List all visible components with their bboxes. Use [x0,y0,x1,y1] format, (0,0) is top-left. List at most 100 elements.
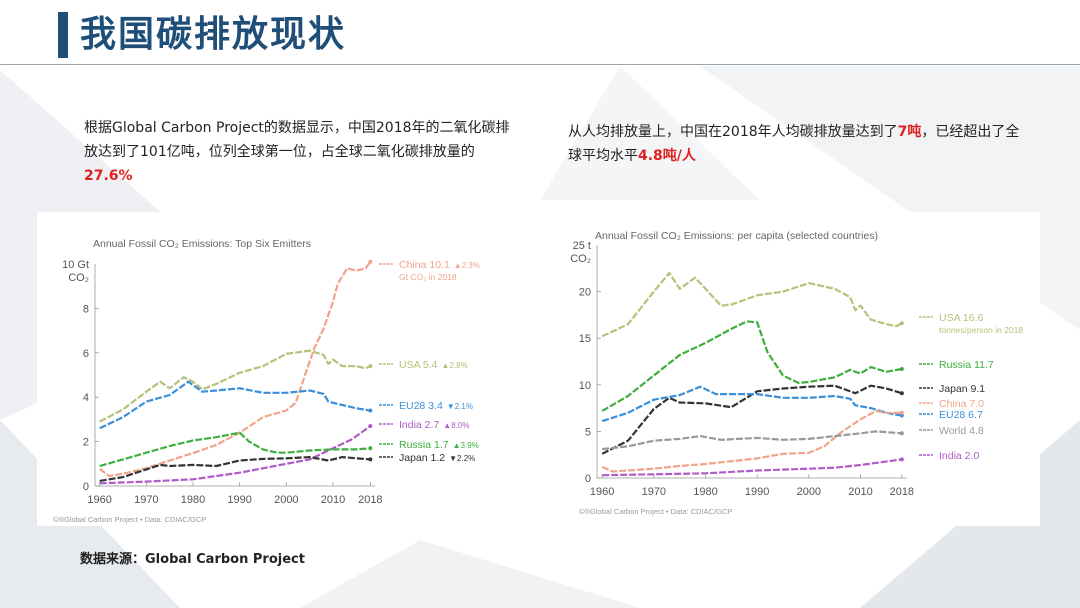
x-tick-label: 1970 [642,486,666,498]
series-label-change: ▲8.0% [443,421,469,430]
y-axis-unit: CO₂ [570,253,591,265]
series-label-eu28: EU28 6.7 [939,409,983,421]
series-line-eu28 [601,385,902,423]
series-label-name: EU28 3.4 [399,400,443,412]
y-axis-top-label: 25 t [573,240,591,252]
series-line-usa [601,271,903,338]
series-line-world [602,430,902,451]
series-label-name: EU28 6.7 [939,409,983,421]
series-endpoint-india [899,457,904,462]
x-tick-label: 1990 [227,494,251,506]
x-tick-label: 2018 [358,494,382,506]
x-tick-label: 1960 [590,486,614,498]
right-description-mid: ，已经超出了全球平均水平 [568,124,1020,164]
x-tick-label: 2018 [890,486,914,498]
series-line-russia [99,431,371,468]
title-accent-bar [58,12,68,58]
chart-credits: ©®Global Carbon Project • Data: CDIAC/GC… [579,507,732,516]
y-tick-label: 6 [83,348,89,360]
series-endpoint-india [368,424,373,429]
series-label-change: ▲2.3% [454,261,480,270]
x-tick-label: 1980 [693,486,717,498]
x-tick-label: 1970 [134,494,158,506]
chart-title: Annual Fossil CO₂ Emissions: Top Six Emi… [93,238,311,250]
series-label-note: Gt CO₂ in 2018 [399,272,457,282]
right-highlight-2: 4.8吨/人 [638,148,696,164]
y-tick-label: 8 [83,303,89,315]
series-endpoint-japan [368,457,373,462]
series-label-eu28: EU28 3.4 ▼2.1% [399,400,473,412]
x-tick-label: 2010 [321,494,345,506]
y-tick-label: 4 [83,392,89,404]
series-label-name: Russia 1.7 [399,439,449,451]
series-line-india [602,458,902,477]
series-label-china: China 10.1 ▲2.3% [399,259,480,271]
series-label-change: ▲2.8% [442,361,468,370]
y-tick-label: 15 [579,333,591,345]
series-label-change: ▼2.2% [449,454,475,463]
series-label-change: ▼2.1% [447,402,473,411]
series-endpoint-china [368,259,373,264]
chart-total-emissions: Annual Fossil CO₂ Emissions: Top Six Emi… [53,238,480,524]
x-tick-label: 2010 [848,486,872,498]
x-tick-label: 2000 [274,494,298,506]
y-tick-label: 5 [585,426,591,438]
series-label-russia: Russia 1.7 ▲3.9% [399,439,479,451]
series-label-name: USA 16.6 [939,312,984,324]
series-label-name: China 10.1 [399,259,450,271]
data-source-label: 数据来源： [80,552,146,567]
series-line-china [601,409,902,473]
series-label-name: India 2.0 [939,450,979,462]
series-label-change: ▲3.9% [453,441,479,450]
chart-panel-total-emissions: Annual Fossil CO₂ Emissions: Top Six Emi… [37,212,522,526]
title-divider [0,64,1080,65]
series-label-india: India 2.0 [939,450,979,462]
right-description-text: 从人均排放量上，中国在2018年人均碳排放量达到了 [568,124,898,140]
x-tick-label: 1960 [87,494,111,506]
series-label-name: India 2.7 [399,419,439,431]
series-label-usa: USA 16.6 [939,312,984,324]
series-endpoint-world [899,431,904,436]
y-axis-top-label: 10 Gt [62,259,89,271]
series-endpoint-russia [368,446,373,451]
y-tick-label: 2 [83,437,89,449]
page-title: 我国碳排放现状 [80,14,347,55]
series-line-russia [601,320,902,412]
series-label-note: tonnes/person in 2018 [939,325,1023,335]
chart-panel-per-capita: Annual Fossil CO₂ Emissions: per capita … [553,212,1040,526]
y-axis-unit: CO₂ [68,272,89,284]
series-label-india: India 2.7 ▲8.0% [399,419,469,431]
series-label-world: World 4.8 [939,425,984,437]
series-line-japan [99,456,371,482]
chart-per-capita: Annual Fossil CO₂ Emissions: per capita … [570,230,1023,516]
x-tick-label: 1990 [745,486,769,498]
series-endpoint-eu28 [899,413,904,418]
chart-credits: ©®Global Carbon Project • Data: CDIAC/GC… [53,515,206,524]
y-tick-label: 0 [83,481,89,493]
y-tick-label: 0 [585,473,591,485]
series-label-name: Japan 9.1 [939,383,985,395]
series-line-usa [99,349,371,423]
series-label-name: USA 5.4 [399,359,438,371]
series-endpoint-russia [899,366,904,371]
series-line-china [99,261,372,478]
series-endpoint-japan [899,391,904,396]
series-line-eu28 [99,380,371,430]
series-label-japan: Japan 9.1 [939,383,985,395]
series-endpoint-china [899,410,904,415]
x-tick-label: 2000 [797,486,821,498]
y-tick-label: 20 [579,287,591,299]
right-description: 从人均排放量上，中国在2018年人均碳排放量达到了7吨，已经超出了全球平均水平4… [568,120,1028,168]
left-description: 根据Global Carbon Project的数据显示，中国2018年的二氧化… [84,116,514,188]
left-description-text: 根据Global Carbon Project的数据显示，中国2018年的二氧化… [84,120,510,160]
right-highlight-1: 7吨 [897,124,922,140]
x-tick-label: 1980 [181,494,205,506]
chart-title: Annual Fossil CO₂ Emissions: per capita … [595,230,878,242]
series-endpoint-usa [368,364,373,369]
data-source: 数据来源：Global Carbon Project [80,548,305,567]
series-endpoint-usa [899,321,904,326]
series-label-usa: USA 5.4 ▲2.8% [399,359,468,371]
series-label-russia: Russia 11.7 [939,359,994,371]
series-label-name: Russia 11.7 [939,359,994,371]
series-label-name: Japan 1.2 [399,452,445,464]
